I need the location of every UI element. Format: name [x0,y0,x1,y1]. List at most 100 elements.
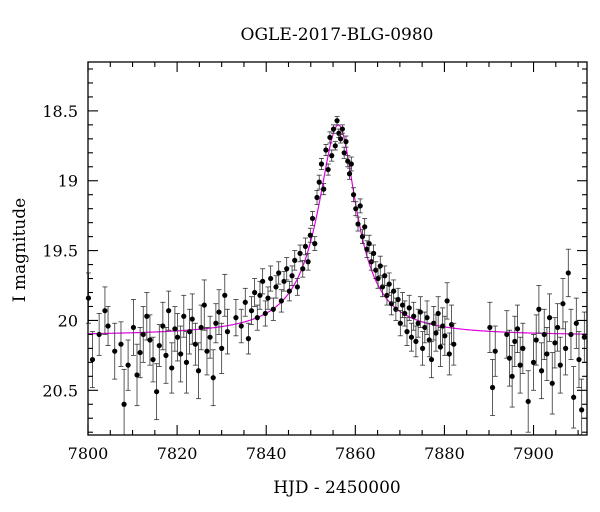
data-point [318,161,325,167]
data-point [125,362,131,368]
data-point [222,292,228,298]
data-point [419,345,426,351]
data-point [554,324,561,331]
data-point [451,341,457,347]
data-point [278,298,284,304]
data-point [487,324,493,331]
data-point [568,331,574,338]
data-point [292,257,298,263]
data-point [257,292,263,298]
data-point [265,295,271,301]
data-point [166,308,172,314]
data-point [329,152,335,159]
data-point [353,206,359,212]
y-tick-label: 19.5 [42,242,78,261]
data-point [426,337,432,343]
data-point [386,281,392,287]
data-point [169,365,175,371]
data-point [506,355,513,361]
data-point [174,334,181,340]
y-tick-label: 20 [58,311,78,330]
data-point [213,320,219,326]
data-point [112,348,118,354]
data-point [254,315,260,321]
data-point [346,171,353,177]
data-point [373,267,379,273]
data-point [413,338,419,345]
data-point [332,143,338,149]
data-point [404,329,410,335]
data-point [238,323,244,329]
data-point [417,309,423,315]
data-point [504,331,510,338]
x-axis-label: HJD - 2450000 [273,478,401,498]
data-point [399,302,406,308]
x-tick-label: 7880 [424,444,465,463]
data-point [305,259,311,265]
x-axis-ticks: 7800 7820 7840 7860 7880 7900 [68,62,579,463]
data-point [431,320,437,326]
data-point [492,348,498,354]
data-point [435,310,441,317]
data-point [448,322,455,328]
data-point [273,284,279,290]
data-point [525,398,531,405]
data-point [406,305,412,311]
data-point [270,306,276,312]
data-point [105,323,111,329]
data-point [327,134,333,141]
data-point [355,221,361,227]
data-point [195,368,202,374]
data-point [260,278,266,284]
data-point [538,368,545,374]
data-point [224,329,231,335]
data-point [393,306,399,312]
data-point [102,308,108,314]
data-point [181,313,187,319]
data-point [402,310,408,317]
data-point [207,334,213,340]
data-point [262,310,268,317]
data-point [437,344,444,350]
data-point [520,345,526,351]
data-point [563,345,569,351]
data-point [509,373,515,379]
data-point [411,313,417,319]
x-tick-label: 7820 [157,444,198,463]
data-point [137,349,143,356]
data-point [325,166,331,173]
data-point [281,278,287,284]
data-point [576,356,582,363]
data-point [268,275,274,282]
data-point [489,384,496,391]
data-point [300,266,306,272]
data-point [316,179,322,185]
data-point [382,273,388,279]
data-point [350,192,357,198]
data-point [204,348,210,354]
data-point [130,324,137,331]
y-tick-label: 18.5 [42,102,78,121]
data-point [364,246,370,252]
data-point [189,316,195,322]
data-point [330,126,337,132]
data-point [216,309,222,315]
data-point [533,337,539,343]
data-point [183,359,190,365]
x-tick-label: 7900 [513,444,554,463]
data-point [134,372,140,378]
data-point [357,203,363,209]
data-point [245,336,251,342]
y-axis-label: I magnitude [10,198,30,302]
data-point [345,158,351,164]
data-point [96,331,102,338]
data-point [121,401,127,407]
data-point [549,380,555,386]
data-point [341,150,347,156]
x-tick-label: 7840 [246,444,287,463]
data-point [198,324,204,331]
data-point [160,323,166,329]
data-point [428,356,435,363]
data-point [573,320,579,326]
